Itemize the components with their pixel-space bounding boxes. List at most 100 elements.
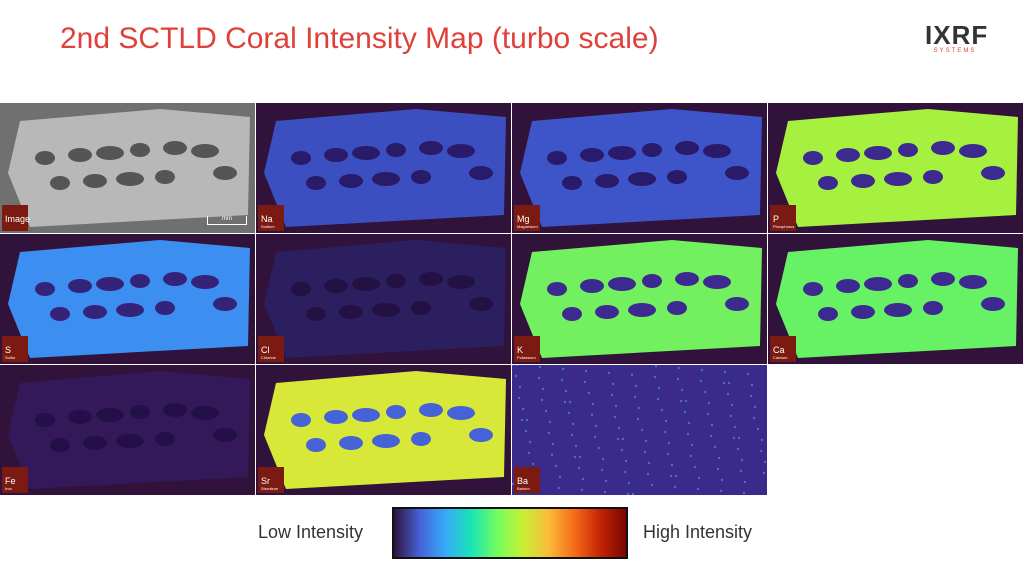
coral-pore — [411, 170, 431, 184]
coral-pore — [83, 305, 107, 319]
coral-pore — [35, 413, 55, 427]
noise-dot — [733, 425, 737, 429]
scale-bar: mm — [207, 216, 247, 225]
map-image — [768, 103, 1023, 233]
logo-subtext: SYSTEMS — [933, 48, 977, 54]
coral-pore — [35, 151, 55, 165]
noise-dot — [525, 418, 529, 422]
noise-dot — [729, 414, 733, 418]
noise-dot — [611, 382, 615, 386]
coral-pore — [703, 275, 731, 289]
legend-low: Low Intensity — [258, 522, 364, 542]
noise-dot — [730, 403, 734, 407]
noise-dot — [528, 440, 532, 444]
noise-dot — [581, 477, 585, 481]
noise-dot — [656, 397, 660, 401]
noise-dot — [684, 399, 688, 403]
element-symbol: Ca — [773, 345, 785, 355]
noise-dot — [590, 413, 594, 417]
coral-pore — [35, 282, 55, 296]
noise-dot — [732, 436, 736, 440]
coral-pore — [580, 279, 604, 293]
map-image — [256, 103, 511, 233]
coral-body — [776, 240, 1018, 358]
coral-pore — [667, 301, 687, 315]
coral-pore — [931, 272, 955, 286]
noise-dot — [538, 365, 542, 369]
noise-dot — [577, 466, 581, 470]
noise-dot — [696, 487, 700, 491]
noise-dot — [740, 458, 744, 462]
noise-dot — [578, 455, 582, 459]
noise-dot — [554, 464, 558, 468]
coral-pore — [191, 144, 219, 158]
noise-dot — [644, 439, 648, 443]
noise-dot — [613, 415, 617, 419]
coral-pore — [339, 305, 363, 319]
noise-dot — [544, 409, 548, 413]
coral-pore — [923, 301, 943, 315]
noise-dot — [514, 374, 518, 378]
element-name: Potassium — [517, 355, 536, 360]
coral-pore — [191, 275, 219, 289]
coral-pore — [339, 436, 363, 450]
noise-dot — [515, 363, 519, 367]
noise-dot — [726, 392, 730, 396]
noise-dot — [762, 471, 766, 475]
coral-body — [520, 109, 762, 227]
coral-pore — [163, 272, 187, 286]
coral-pore — [130, 143, 150, 157]
noise-dot — [699, 379, 703, 383]
coral-pore — [469, 166, 493, 180]
noise-dot — [620, 448, 624, 452]
noise-dot — [742, 491, 746, 495]
coral-pore — [608, 277, 636, 291]
noise-dot — [660, 408, 664, 412]
coral-pore — [595, 174, 619, 188]
coral-pore — [213, 297, 237, 311]
coral-pore — [306, 438, 326, 452]
coral-pore — [116, 172, 144, 186]
noise-dot — [561, 367, 565, 371]
coral-pore — [68, 279, 92, 293]
map-tile: Cl Chlorine — [256, 234, 511, 364]
noise-dot — [752, 416, 756, 420]
coral-pore — [818, 176, 838, 190]
noise-dot — [597, 446, 601, 450]
coral-pore — [864, 146, 892, 160]
noise-dot — [524, 429, 528, 433]
noise-dot — [621, 437, 625, 441]
coral-pore — [50, 176, 70, 190]
noise-dot — [763, 460, 767, 464]
coral-pore — [836, 148, 860, 162]
coral-pore — [725, 297, 749, 311]
noise-dot — [540, 398, 544, 402]
coral-pore — [703, 144, 731, 158]
element-label: Fe Iron — [2, 467, 28, 493]
coral-pore — [163, 403, 187, 417]
noise-dot — [759, 449, 763, 453]
coral-pore — [324, 410, 348, 424]
element-label: Image — [2, 205, 30, 231]
noise-dot — [591, 402, 595, 406]
coral-pore — [547, 151, 567, 165]
coral-pore — [580, 148, 604, 162]
noise-dot — [679, 399, 683, 403]
element-label: P Phosphorus — [770, 205, 796, 231]
noise-dot — [623, 470, 627, 474]
coral-pore — [675, 272, 699, 286]
coral-pore — [419, 403, 443, 417]
noise-dot — [719, 489, 723, 493]
coral-body — [264, 371, 506, 489]
noise-dot — [568, 400, 572, 404]
map-image — [512, 234, 767, 364]
coral-body — [8, 109, 250, 227]
noise-dot — [600, 468, 604, 472]
element-symbol: P — [773, 214, 780, 224]
map-tile: K Potassium — [512, 234, 767, 364]
noise-dot — [677, 366, 681, 370]
element-label: Sr Strontium — [258, 467, 284, 493]
coral-pore — [562, 176, 582, 190]
noise-dot — [687, 421, 691, 425]
noise-dot — [683, 410, 687, 414]
